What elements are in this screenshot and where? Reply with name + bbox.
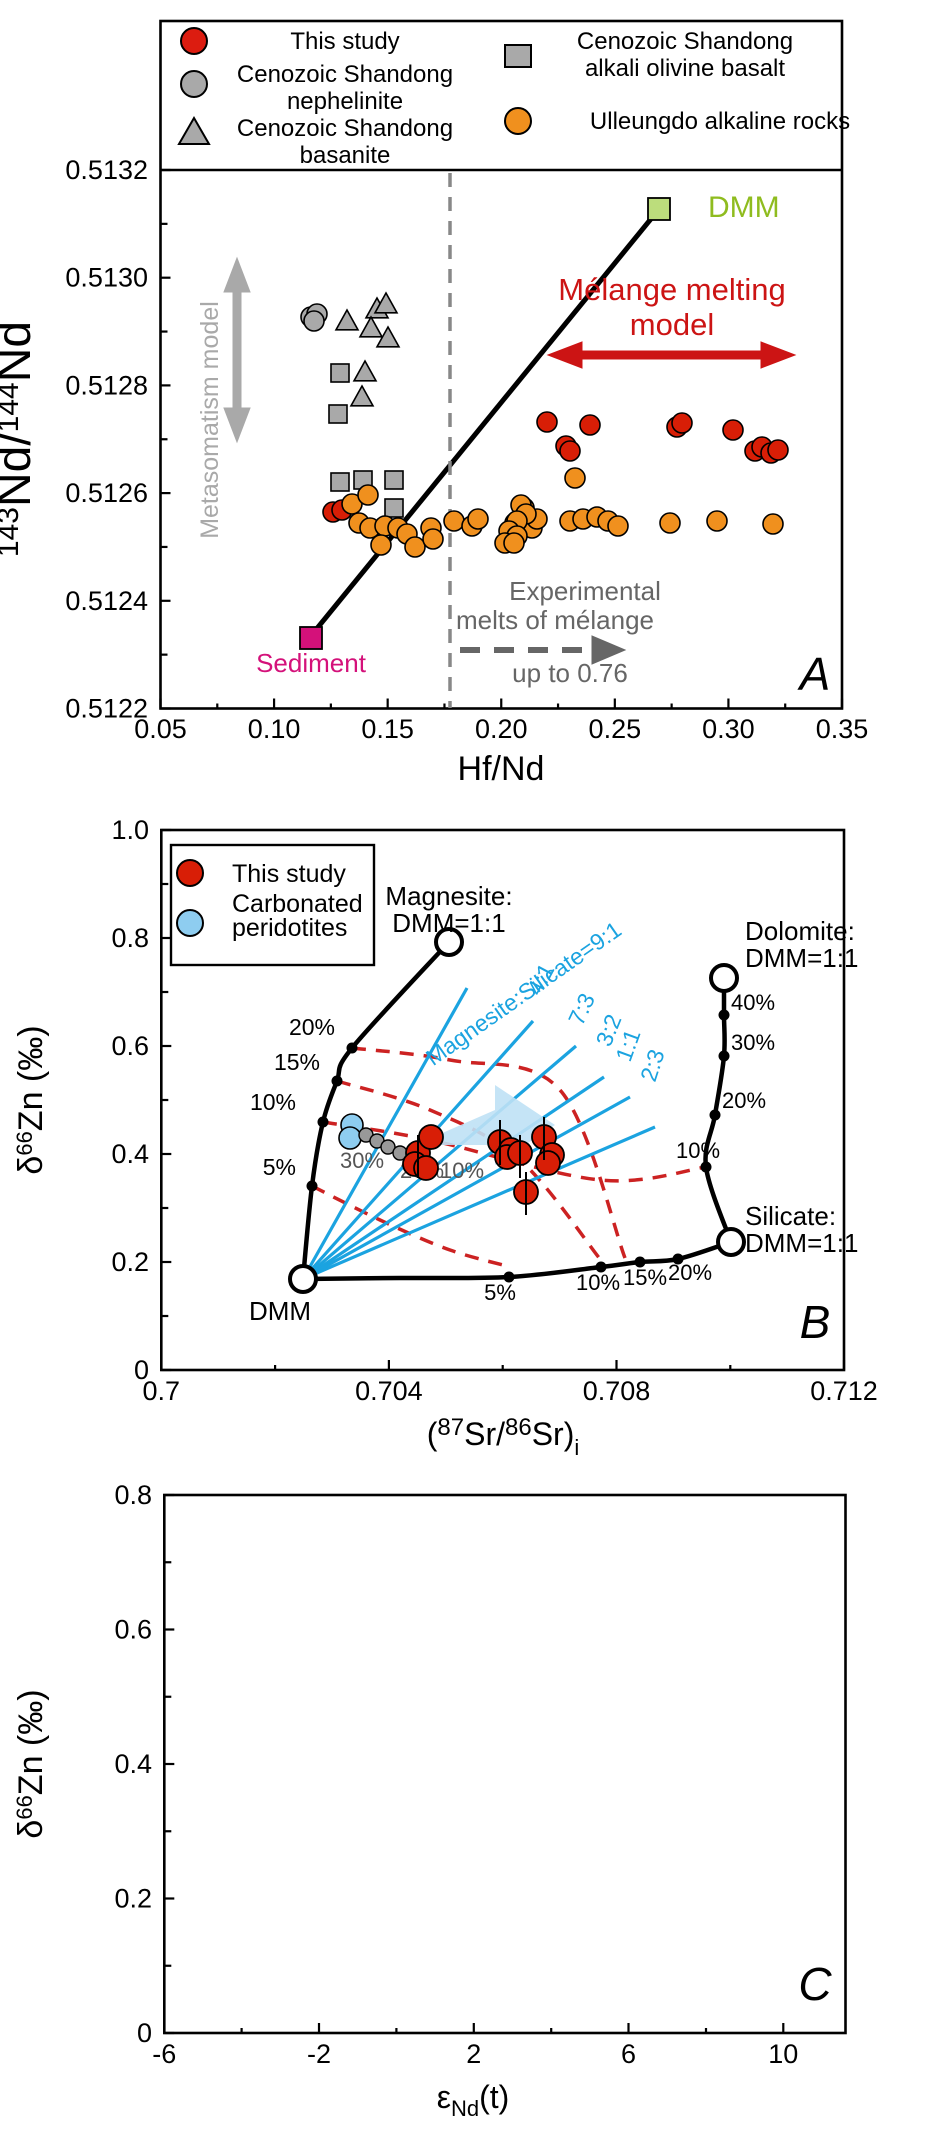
svg-text:DMM=1:1: DMM=1:1 bbox=[745, 1228, 858, 1258]
svg-text:15%: 15% bbox=[274, 1049, 320, 1075]
svg-text:Cenozoic Shandong: Cenozoic Shandong bbox=[577, 28, 793, 55]
svg-text:0.8: 0.8 bbox=[111, 923, 149, 953]
svg-text:1.0: 1.0 bbox=[111, 815, 149, 845]
svg-text:0.25: 0.25 bbox=[589, 714, 642, 744]
svg-text:B: B bbox=[800, 1296, 831, 1348]
svg-text:0.712: 0.712 bbox=[810, 1376, 878, 1406]
svg-text:A: A bbox=[797, 648, 831, 700]
svg-text:20%: 20% bbox=[289, 1014, 335, 1040]
svg-text:10%: 10% bbox=[250, 1089, 296, 1115]
svg-text:Experimental: Experimental bbox=[509, 576, 661, 606]
svg-text:20%: 20% bbox=[668, 1260, 712, 1285]
svg-text:0.7: 0.7 bbox=[143, 1376, 181, 1406]
svg-text:peridotites: peridotites bbox=[232, 914, 347, 942]
svg-text:model: model bbox=[630, 307, 714, 342]
svg-text:40%: 40% bbox=[731, 990, 775, 1015]
svg-text:0.5130: 0.5130 bbox=[65, 263, 148, 293]
svg-text:0.10: 0.10 bbox=[248, 714, 301, 744]
svg-text:Dolomite:: Dolomite: bbox=[745, 916, 855, 946]
svg-text:2: 2 bbox=[466, 2039, 481, 2069]
svg-text:Cenozoic Shandong: Cenozoic Shandong bbox=[237, 115, 453, 142]
svg-text:0.2: 0.2 bbox=[114, 1884, 152, 1914]
svg-text:0.30: 0.30 bbox=[702, 714, 755, 744]
svg-text:This study: This study bbox=[290, 28, 399, 55]
svg-text:15%: 15% bbox=[623, 1265, 667, 1290]
svg-text:melts of mélange: melts of mélange bbox=[456, 605, 654, 635]
svg-text:0.15: 0.15 bbox=[361, 714, 414, 744]
svg-text:0.6: 0.6 bbox=[111, 1031, 149, 1061]
svg-text:basanite: basanite bbox=[300, 142, 391, 169]
svg-text:0.5128: 0.5128 bbox=[65, 370, 148, 400]
svg-text:30%: 30% bbox=[340, 1148, 384, 1173]
svg-text:6: 6 bbox=[621, 2039, 636, 2069]
svg-text:20%: 20% bbox=[722, 1088, 766, 1113]
svg-text:0.4: 0.4 bbox=[114, 1749, 152, 1779]
svg-text:5%: 5% bbox=[484, 1280, 516, 1305]
svg-text:5%: 5% bbox=[263, 1154, 296, 1180]
svg-text:This study: This study bbox=[232, 860, 346, 888]
svg-text:DMM: DMM bbox=[249, 1296, 311, 1326]
svg-text:-2: -2 bbox=[307, 2039, 331, 2069]
svg-text:0.20: 0.20 bbox=[475, 714, 528, 744]
svg-text:0.5122: 0.5122 bbox=[65, 694, 148, 724]
svg-text:up to 0.76: up to 0.76 bbox=[512, 658, 628, 688]
svg-text:0.6: 0.6 bbox=[114, 1615, 152, 1645]
svg-text:0.35: 0.35 bbox=[816, 714, 869, 744]
svg-text:DMM=1:1: DMM=1:1 bbox=[392, 908, 505, 938]
svg-text:Metasomatism model: Metasomatism model bbox=[196, 301, 224, 539]
svg-text:nephelinite: nephelinite bbox=[287, 88, 403, 115]
svg-text:-6: -6 bbox=[152, 2039, 176, 2069]
svg-text:0.5124: 0.5124 bbox=[65, 586, 148, 616]
svg-text:0.8: 0.8 bbox=[114, 1480, 152, 1510]
svg-text:Sediment: Sediment bbox=[256, 648, 367, 678]
svg-text:0.704: 0.704 bbox=[355, 1376, 423, 1406]
svg-text:0.5126: 0.5126 bbox=[65, 478, 148, 508]
svg-text:DMM: DMM bbox=[708, 191, 780, 224]
svg-text:Ulleungdo alkaline rocks: Ulleungdo alkaline rocks bbox=[590, 108, 850, 135]
svg-text:C: C bbox=[798, 1958, 832, 2010]
svg-text:0.2: 0.2 bbox=[111, 1247, 149, 1277]
svg-text:Magnesite:: Magnesite: bbox=[385, 881, 512, 911]
svg-text:0: 0 bbox=[137, 2018, 152, 2048]
svg-text:10%: 10% bbox=[576, 1270, 620, 1295]
svg-text:Mélange melting: Mélange melting bbox=[558, 272, 785, 307]
svg-text:10: 10 bbox=[768, 2039, 798, 2069]
svg-text:Hf/Nd: Hf/Nd bbox=[458, 750, 545, 788]
svg-text:DMM=1:1: DMM=1:1 bbox=[745, 943, 858, 973]
svg-text:10%: 10% bbox=[676, 1138, 720, 1163]
svg-text:0.708: 0.708 bbox=[583, 1376, 651, 1406]
svg-text:Cenozoic Shandong: Cenozoic Shandong bbox=[237, 61, 453, 88]
svg-text:0.5132: 0.5132 bbox=[65, 155, 148, 185]
svg-text:30%: 30% bbox=[731, 1030, 775, 1055]
svg-text:alkali olivine basalt: alkali olivine basalt bbox=[585, 55, 785, 82]
svg-text:10%: 10% bbox=[440, 1158, 484, 1183]
svg-text:Silicate:: Silicate: bbox=[745, 1201, 836, 1231]
svg-text:0.4: 0.4 bbox=[111, 1139, 149, 1169]
